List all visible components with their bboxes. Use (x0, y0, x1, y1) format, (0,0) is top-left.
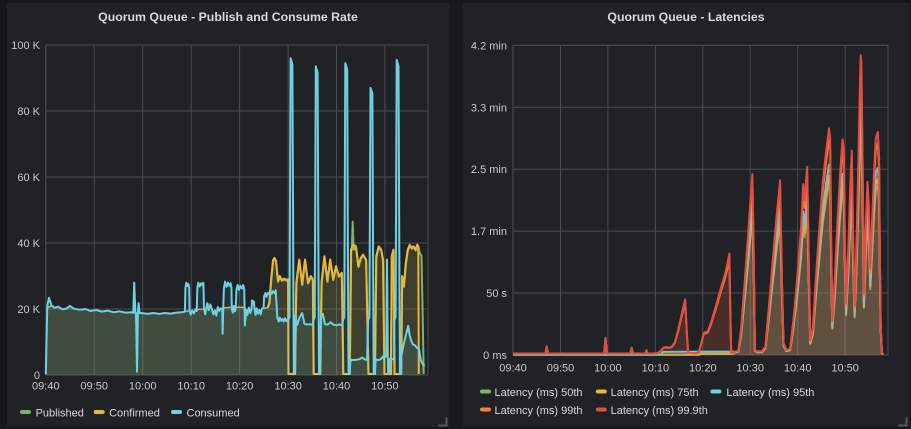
svg-text:40 K: 40 K (17, 238, 40, 250)
svg-text:10:00: 10:00 (129, 381, 157, 393)
svg-text:Confirmed: Confirmed (109, 408, 160, 420)
svg-text:0: 0 (34, 370, 40, 382)
svg-text:10:10: 10:10 (642, 363, 670, 375)
svg-text:Latency (ms) 75th: Latency (ms) 75th (611, 387, 699, 399)
svg-text:10:50: 10:50 (371, 381, 399, 393)
svg-text:4.2 min: 4.2 min (471, 40, 507, 52)
svg-text:10:10: 10:10 (177, 381, 205, 393)
svg-text:80 K: 80 K (17, 106, 40, 118)
svg-text:Quorum Queue - Latencies: Quorum Queue - Latencies (607, 10, 764, 24)
svg-text:50 s: 50 s (486, 288, 507, 300)
svg-text:10:30: 10:30 (736, 363, 764, 375)
svg-text:10:20: 10:20 (226, 381, 254, 393)
svg-text:0 ms: 0 ms (483, 350, 507, 362)
svg-text:Latency (ms) 99.9th: Latency (ms) 99.9th (611, 405, 708, 417)
svg-text:60 K: 60 K (17, 172, 40, 184)
svg-text:10:50: 10:50 (831, 363, 859, 375)
svg-text:Latency (ms) 50th: Latency (ms) 50th (495, 387, 583, 399)
svg-text:3.3 min: 3.3 min (471, 102, 507, 114)
svg-text:Consumed: Consumed (187, 408, 240, 420)
svg-text:10:30: 10:30 (274, 381, 302, 393)
svg-text:Latency (ms) 95th: Latency (ms) 95th (726, 387, 814, 399)
svg-text:09:40: 09:40 (32, 381, 60, 393)
svg-text:10:40: 10:40 (323, 381, 351, 393)
svg-text:20 K: 20 K (17, 304, 40, 316)
svg-text:2.5 min: 2.5 min (471, 164, 507, 176)
svg-text:Latency (ms) 99th: Latency (ms) 99th (495, 405, 583, 417)
svg-text:1.7 min: 1.7 min (471, 226, 507, 238)
svg-text:100 K: 100 K (11, 40, 40, 52)
svg-text:09:50: 09:50 (80, 381, 108, 393)
svg-text:09:50: 09:50 (547, 363, 575, 375)
svg-text:10:20: 10:20 (689, 363, 717, 375)
svg-text:10:40: 10:40 (784, 363, 812, 375)
svg-text:Published: Published (36, 408, 84, 420)
svg-text:10:00: 10:00 (594, 363, 622, 375)
svg-text:09:40: 09:40 (499, 363, 527, 375)
svg-text:Quorum Queue - Publish and Con: Quorum Queue - Publish and Consume Rate (98, 10, 358, 24)
